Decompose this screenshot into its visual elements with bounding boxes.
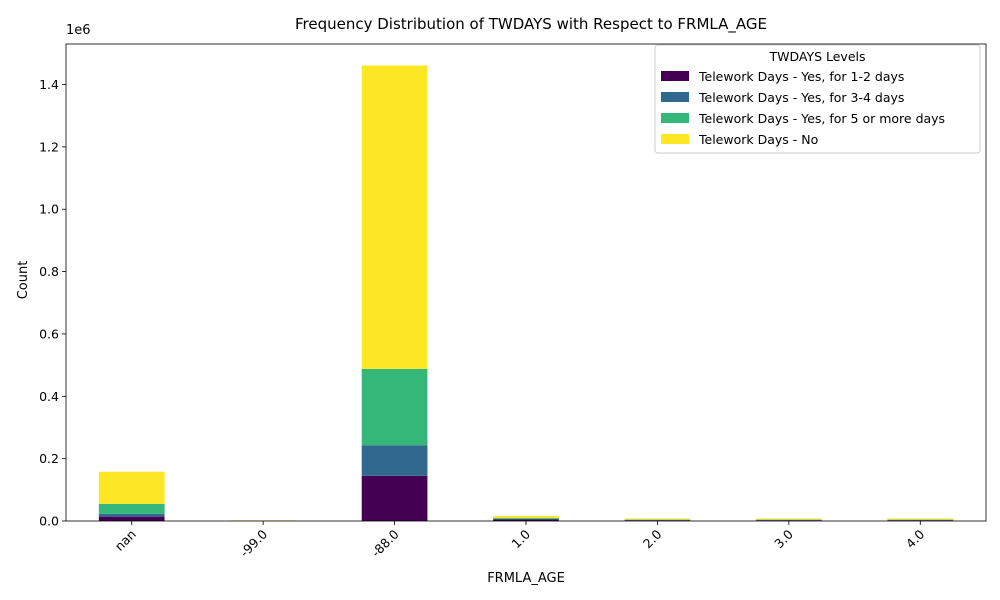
bar-1.0-series-3	[493, 516, 559, 519]
legend: TWDAYS Levels Telework Days - Yes, for 1-…	[654, 44, 981, 154]
legend-title: TWDAYS Levels	[768, 49, 865, 64]
bar-nan-series-0	[98, 516, 165, 521]
bar--88.0-series-0	[361, 475, 428, 521]
y-axis-label: Count	[16, 261, 31, 300]
chart-title: Frequency Distribution of TWDAYS with Re…	[295, 15, 767, 34]
bar-1.0-series-1	[493, 518, 559, 520]
bar-1.0-series-0	[493, 519, 559, 521]
legend-swatch-3	[661, 134, 689, 144]
x-tick-label: 3.0	[771, 526, 796, 551]
bar-nan-series-3	[98, 471, 165, 504]
y-tick-label: 0.2	[39, 451, 59, 466]
y-tick-label: 0.0	[39, 514, 59, 529]
bars-layer	[98, 65, 954, 521]
legend-entry-2: Telework Days - Yes, for 5 or more days	[698, 111, 945, 126]
legend-entry-0: Telework Days - Yes, for 1-2 days	[698, 69, 904, 84]
y-scale-offset: 1e6	[66, 23, 91, 38]
legend-box	[654, 44, 981, 154]
legend-swatch-0	[661, 71, 689, 81]
y-tick-label: 0.8	[39, 264, 59, 279]
legend-entry-1: Telework Days - Yes, for 3-4 days	[698, 90, 904, 105]
y-tick-label: 0.6	[39, 326, 59, 341]
bar-4.0-series-3	[887, 518, 954, 520]
x-tick-label: nan	[112, 527, 139, 554]
bar-nan-series-2	[98, 503, 165, 514]
x-axis-label: FRMLA_AGE	[487, 571, 565, 586]
legend-swatch-2	[661, 113, 689, 123]
bar-nan-series-1	[98, 513, 165, 517]
legend-swatch-1	[661, 92, 689, 102]
bar--88.0-series-3	[361, 65, 428, 369]
legend-entry-3: Telework Days - No	[698, 132, 818, 147]
bar-2.0-series-3	[624, 518, 691, 520]
bar-3.0-series-3	[756, 518, 822, 520]
bar--88.0-series-1	[361, 445, 428, 476]
x-tick-label: 1.0	[508, 526, 533, 551]
y-tick-label: 1.0	[39, 202, 59, 217]
x-tick-label: 2.0	[640, 526, 665, 551]
y-tick-label: 1.2	[39, 139, 59, 154]
x-tick-label: 4.0	[903, 526, 928, 551]
y-tick-label: 0.4	[39, 389, 59, 404]
y-tick-label: 1.4	[39, 77, 59, 92]
bar--88.0-series-2	[361, 368, 428, 446]
x-tick-label: -88.0	[368, 526, 402, 560]
x-tick-label: -99.0	[237, 526, 271, 560]
bar-1.0-series-2	[493, 518, 559, 519]
